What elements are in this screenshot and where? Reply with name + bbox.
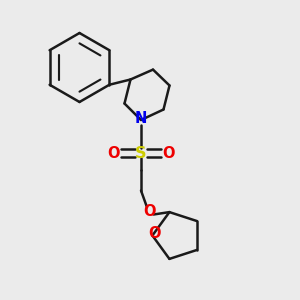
Text: O: O <box>108 146 120 160</box>
Text: O: O <box>144 204 156 219</box>
Text: O: O <box>148 226 161 242</box>
Text: O: O <box>162 146 174 160</box>
Text: N: N <box>135 111 147 126</box>
Text: S: S <box>135 146 147 160</box>
